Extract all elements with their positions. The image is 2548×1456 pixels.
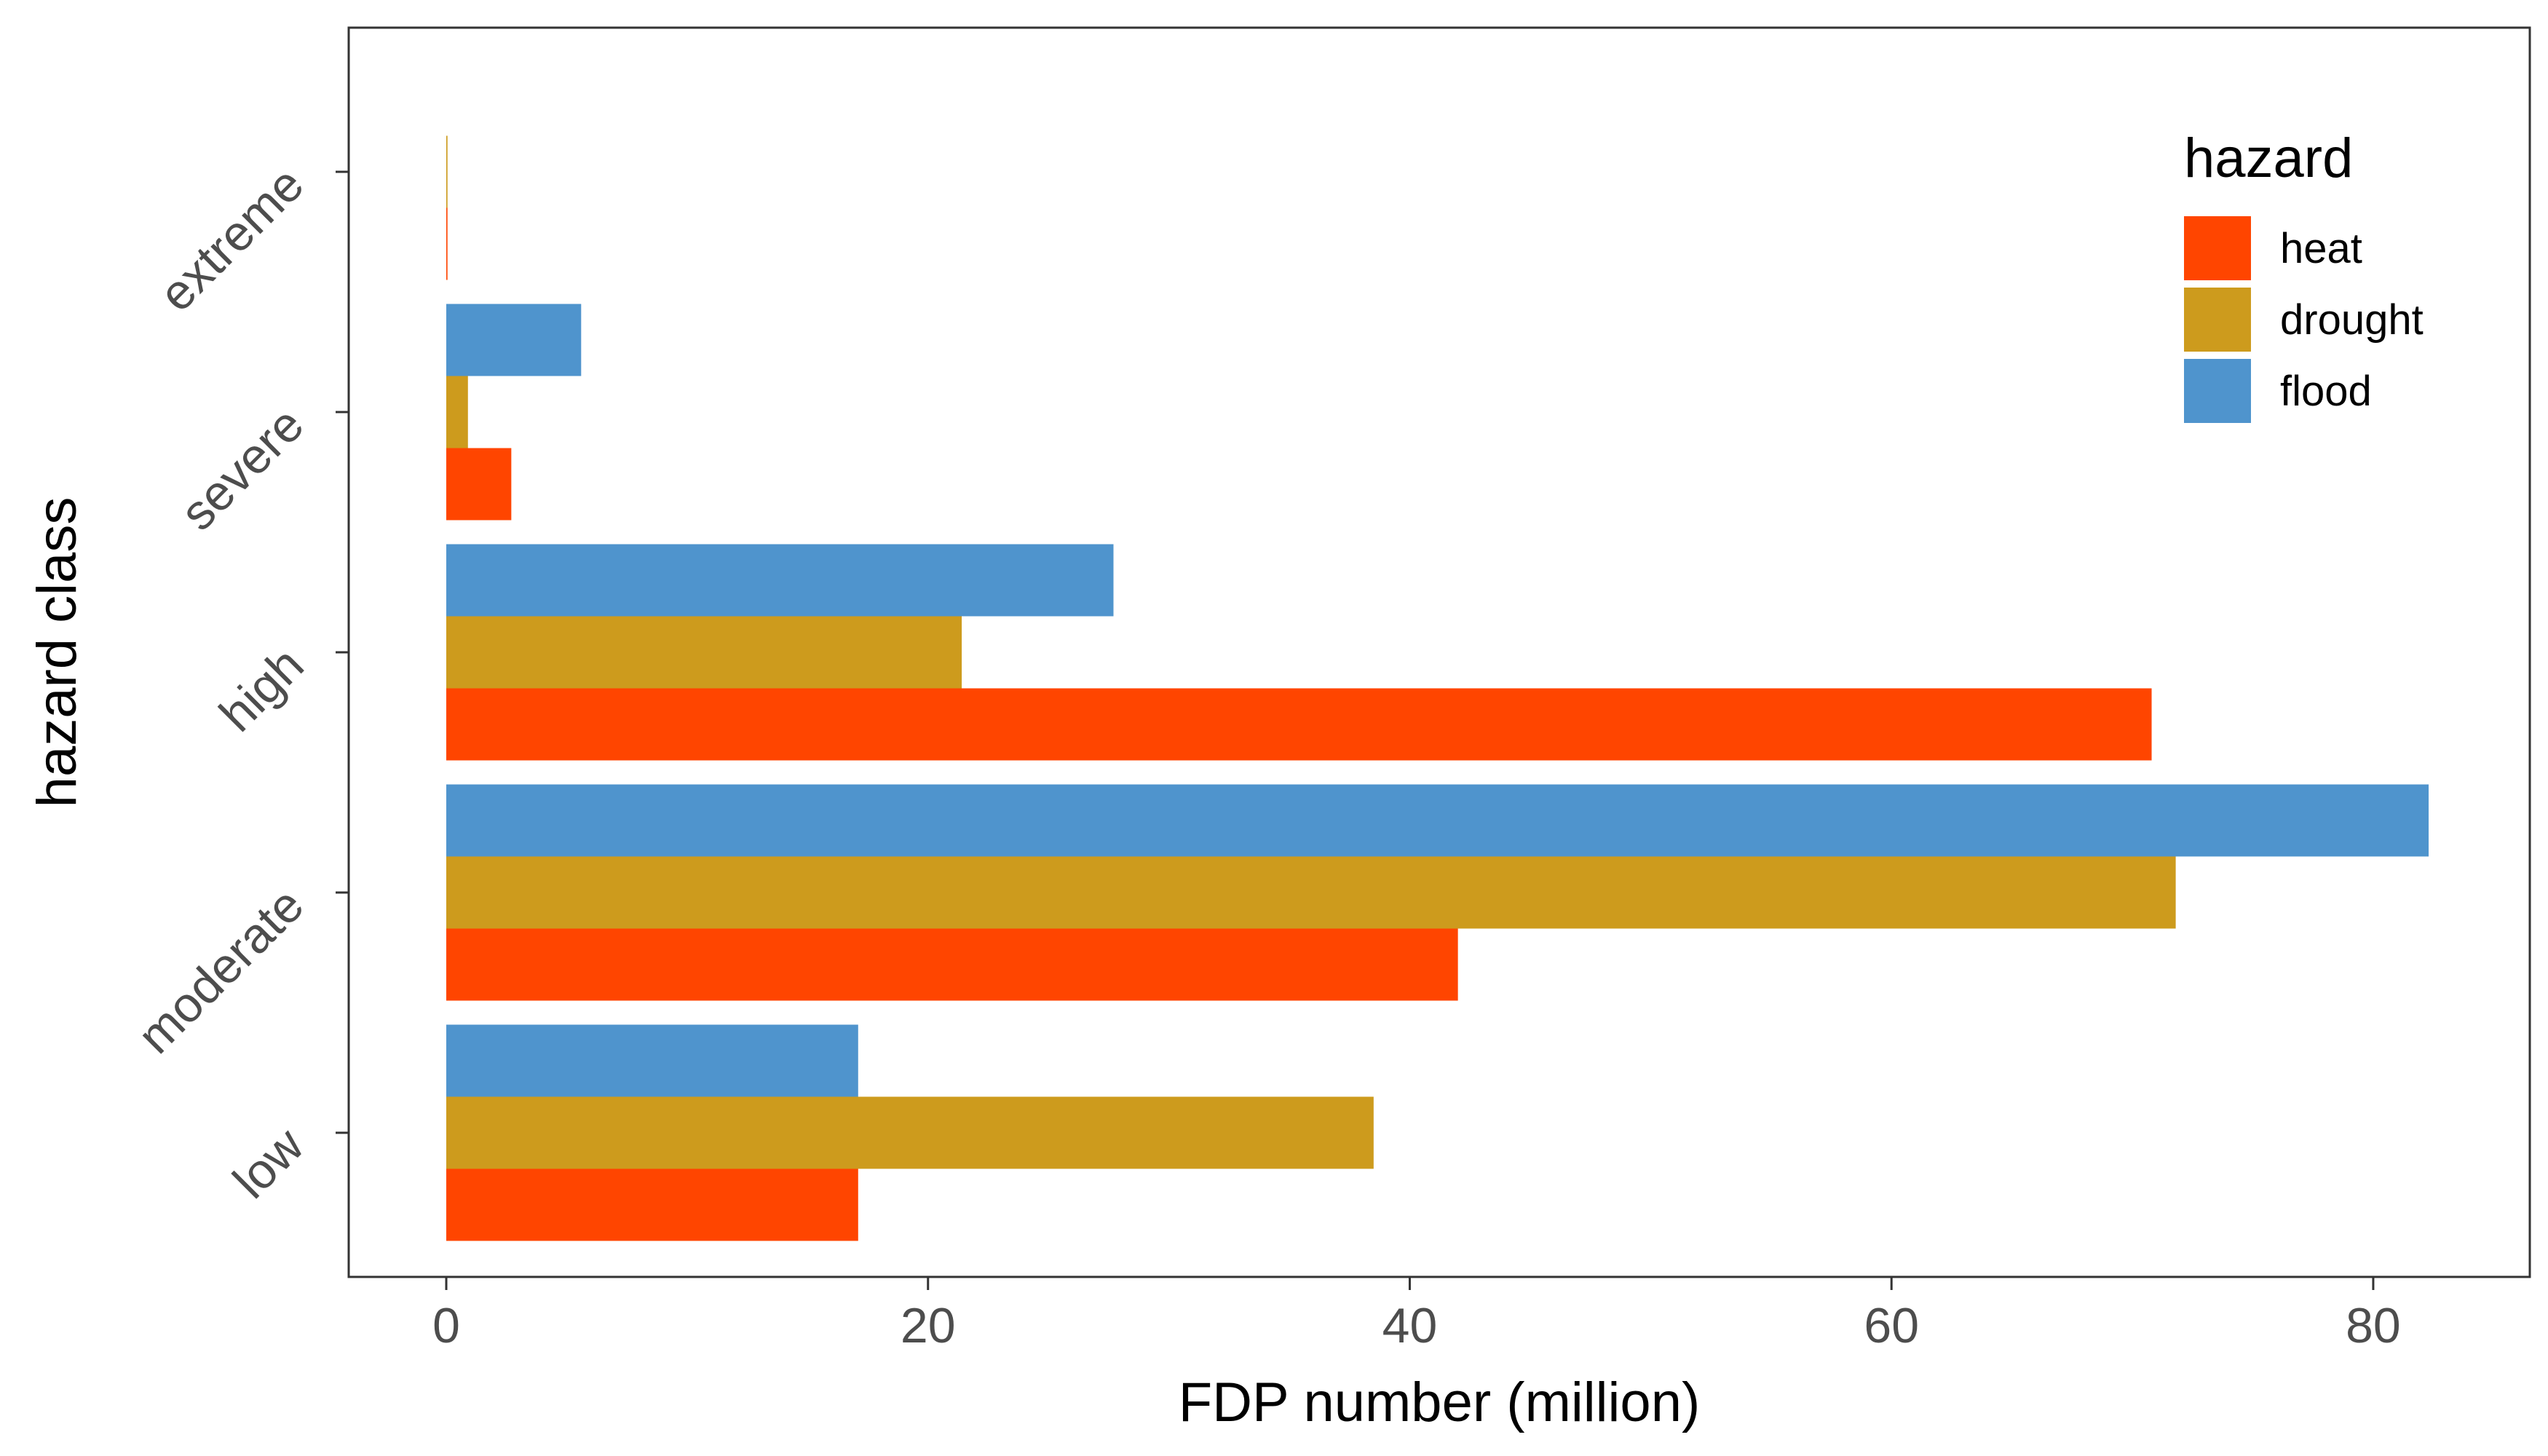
x-axis-title: FDP number (million): [1179, 1372, 1701, 1433]
y-tick-label-low: low: [223, 1117, 315, 1209]
bar-severe-heat: [446, 448, 512, 521]
y-axis: low moderate high severe extreme: [127, 157, 349, 1209]
legend-key-flood: [2184, 359, 2251, 423]
y-axis-title: hazard class: [26, 497, 88, 808]
bar-severe-flood: [446, 304, 582, 376]
bar-high-heat: [446, 688, 2152, 761]
y-tick-label-extreme: extreme: [149, 157, 314, 322]
bar-moderate-drought: [446, 856, 2176, 929]
bar-severe-drought: [446, 376, 468, 448]
y-tick-label-severe: severe: [170, 397, 314, 541]
x-axis: 0 20 40 60 80: [432, 1277, 2401, 1353]
legend-title: hazard: [2184, 127, 2353, 189]
bar-high-flood: [446, 544, 1114, 617]
bars-layer: [446, 135, 2429, 1241]
x-tick-label: 60: [1864, 1298, 1919, 1353]
y-tick-label-high: high: [209, 637, 314, 743]
legend: hazard heat drought flood: [2184, 127, 2424, 423]
legend-label-drought: drought: [2280, 296, 2424, 344]
legend-key-heat: [2184, 216, 2251, 280]
y-tick-label-moderate: moderate: [127, 877, 314, 1064]
bar-extreme-heat: [446, 207, 448, 280]
x-tick-label: 20: [901, 1298, 956, 1353]
bar-low-flood: [446, 1024, 858, 1097]
bar-low-heat: [446, 1168, 858, 1241]
legend-key-drought: [2184, 288, 2251, 352]
legend-label-flood: flood: [2280, 368, 2372, 415]
bar-high-drought: [446, 616, 962, 689]
bar-low-drought: [446, 1096, 1374, 1169]
x-tick-label: 40: [1382, 1298, 1438, 1353]
bar-moderate-flood: [446, 784, 2429, 857]
x-tick-label: 80: [2346, 1298, 2401, 1353]
legend-label-heat: heat: [2280, 225, 2362, 272]
x-tick-label: 0: [432, 1298, 460, 1353]
bar-moderate-heat: [446, 928, 1458, 1001]
bar-extreme-drought: [446, 135, 448, 208]
